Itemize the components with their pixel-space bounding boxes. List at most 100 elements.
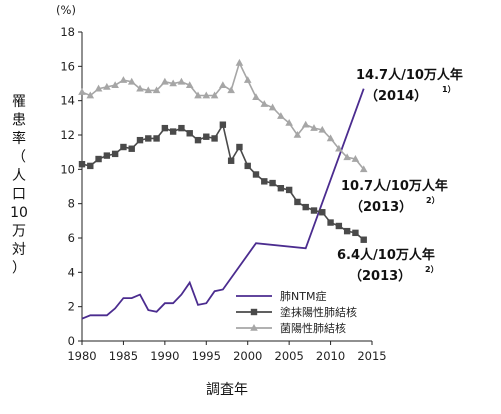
data-point bbox=[161, 124, 169, 132]
data-point bbox=[243, 76, 252, 83]
data-point bbox=[260, 100, 269, 107]
annotation: 14.7人/10万人年 （2014） 1） bbox=[356, 67, 463, 104]
x-axis-title: 調査年 bbox=[206, 382, 248, 398]
data-point bbox=[335, 222, 343, 230]
data-point bbox=[161, 77, 169, 85]
y-tick-label: 16 bbox=[60, 59, 75, 73]
x-tick-label: 1980 bbox=[67, 349, 96, 363]
data-point bbox=[310, 207, 318, 214]
axes: 0 2 4 6 8 10 12 14 16 18 1980 1985 1990 1995 2000 2005 2… bbox=[10, 3, 387, 398]
legend-label: 塗抹陽性肺結核 bbox=[280, 305, 357, 319]
data-point bbox=[327, 219, 334, 226]
data-point bbox=[87, 162, 94, 170]
legend-item: 菌陽性肺結核 bbox=[236, 321, 346, 335]
legend-marker bbox=[250, 324, 258, 331]
series-3 bbox=[78, 58, 368, 173]
data-point bbox=[194, 136, 202, 144]
data-point bbox=[268, 103, 277, 111]
data-point bbox=[236, 143, 243, 151]
data-point bbox=[178, 124, 185, 132]
data-point bbox=[335, 144, 343, 152]
data-point bbox=[343, 227, 351, 235]
x-tick-label: 2000 bbox=[233, 349, 262, 363]
annotation: 6.4人/10万人年 （2013） 2） bbox=[337, 247, 439, 284]
data-point bbox=[343, 153, 351, 161]
y-axis-title-char: 万 bbox=[12, 224, 26, 240]
data-point bbox=[277, 112, 285, 119]
data-point bbox=[219, 81, 227, 89]
data-point bbox=[252, 171, 260, 178]
data-point bbox=[219, 121, 227, 128]
y-axis-title-char: 罹 bbox=[12, 94, 26, 110]
data-point bbox=[169, 79, 177, 87]
data-point bbox=[177, 77, 186, 85]
data-point bbox=[78, 160, 86, 168]
legend-item: 塗抹陽性肺結核 bbox=[236, 305, 357, 319]
data-point bbox=[120, 143, 127, 151]
series-line bbox=[81, 88, 365, 320]
data-point bbox=[111, 150, 119, 158]
data-point bbox=[326, 134, 335, 142]
y-axis-title-char: 対 bbox=[12, 242, 26, 258]
legend-label: 菌陽性肺結核 bbox=[280, 321, 346, 335]
legend-item: 肺NTM症 bbox=[236, 289, 326, 303]
y-axis-title-char: ） bbox=[12, 261, 26, 277]
x-tick-label: 1985 bbox=[109, 349, 138, 363]
x-tick-label: 1990 bbox=[150, 349, 179, 363]
y-unit-label: (%) bbox=[56, 3, 76, 17]
data-point bbox=[127, 77, 136, 85]
y-tick-label: 14 bbox=[60, 94, 75, 108]
data-point bbox=[227, 86, 235, 94]
legend-marker bbox=[250, 308, 258, 316]
series-line bbox=[81, 122, 365, 241]
annotation: 10.7人/10万人年 （2013） 2） bbox=[341, 178, 448, 215]
data-point bbox=[203, 133, 210, 140]
data-point bbox=[86, 91, 95, 99]
data-point bbox=[111, 81, 119, 89]
y-tick-label: 4 bbox=[68, 265, 75, 279]
x-tick-label: 2005 bbox=[275, 349, 304, 363]
y-axis-title-char: 10 bbox=[10, 205, 28, 221]
data-point bbox=[277, 185, 285, 192]
data-point bbox=[145, 135, 152, 142]
y-tick-label: 8 bbox=[68, 197, 75, 211]
series-2 bbox=[78, 121, 367, 243]
data-point bbox=[310, 124, 318, 131]
annotation-layer: 14.7人/10万人年（2014） 1） 10.7人/10万人年 （2013） 2）6.… bbox=[337, 67, 463, 284]
data-point bbox=[244, 162, 251, 170]
data-point bbox=[293, 131, 302, 138]
data-point bbox=[194, 91, 202, 99]
data-point bbox=[153, 135, 160, 142]
data-point bbox=[261, 178, 268, 185]
data-point bbox=[185, 81, 194, 89]
data-point bbox=[252, 93, 260, 101]
data-point bbox=[269, 179, 276, 187]
data-point bbox=[227, 157, 235, 164]
series-1 bbox=[81, 88, 365, 320]
y-axis-title-char: 率 bbox=[12, 130, 26, 147]
data-point bbox=[210, 91, 219, 99]
annotation-year: （2013） bbox=[350, 199, 412, 215]
data-point bbox=[319, 209, 326, 216]
data-point bbox=[103, 152, 111, 159]
y-axis-title: 罹患率 （ 人口 10 万対 ） bbox=[10, 94, 28, 277]
data-point bbox=[211, 135, 218, 142]
data-point bbox=[318, 125, 327, 133]
data-point bbox=[119, 76, 128, 83]
data-point bbox=[78, 88, 86, 95]
annotation-text: 10.7人/10万人年 bbox=[341, 178, 448, 194]
legend-label: 肺NTM症 bbox=[280, 289, 326, 303]
data-point bbox=[144, 86, 153, 94]
data-point bbox=[202, 91, 211, 99]
data-point bbox=[152, 86, 161, 94]
data-point bbox=[359, 165, 368, 173]
y-axis-title-char: （ bbox=[12, 150, 26, 166]
annotation-ref: 2） bbox=[425, 264, 439, 274]
data-point bbox=[351, 155, 360, 162]
y-tick-label: 10 bbox=[60, 162, 75, 176]
y-tick-label: 12 bbox=[60, 128, 75, 142]
data-point bbox=[169, 128, 177, 135]
